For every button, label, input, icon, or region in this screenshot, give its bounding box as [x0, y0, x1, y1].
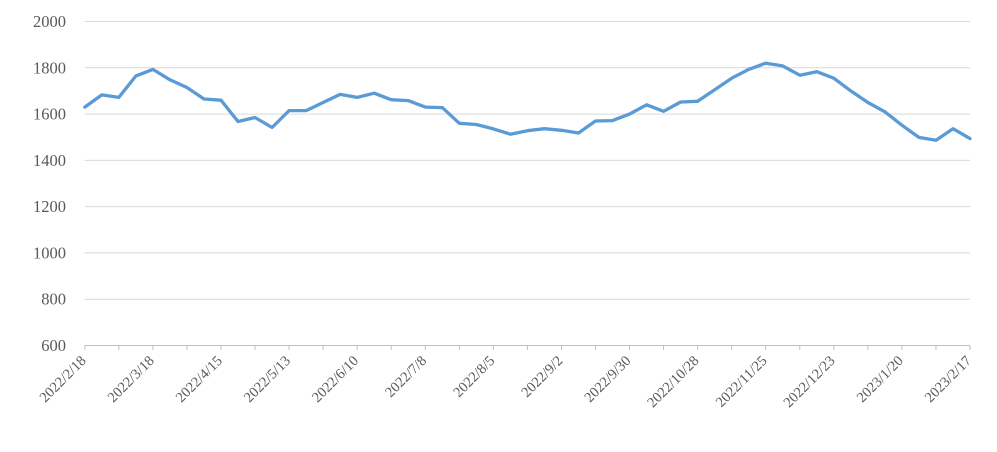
x-tick-label: 2022/5/13	[241, 353, 294, 406]
x-tick-label: 2023/2/17	[922, 353, 975, 406]
y-tick-label: 2000	[33, 12, 66, 31]
y-gridlines	[84, 21, 970, 300]
y-axis-labels: 600 800 1000 1200 1400 1600 1800 2000	[33, 12, 66, 355]
y-tick-label: 1000	[33, 243, 66, 262]
x-tick-label: 2022/9/30	[581, 353, 634, 406]
y-tick-label: 600	[41, 336, 66, 355]
x-tick-label: 2022/11/25	[713, 353, 771, 411]
x-tick-label: 2022/2/18	[37, 353, 90, 406]
y-tick-label: 1400	[33, 151, 66, 170]
data-series	[83, 61, 972, 142]
y-tick-label: 1800	[33, 58, 66, 77]
x-axis-labels: 2022/2/18 2022/3/18 2022/4/15 2022/5/13 2022…	[37, 353, 975, 411]
x-tick-label: 2022/10/28	[644, 353, 702, 411]
x-tick-label: 2023/1/20	[854, 353, 907, 406]
x-tick-label: 2022/7/8	[382, 353, 430, 401]
x-axis-ticks	[84, 345, 971, 350]
x-tick-label: 2022/8/5	[450, 353, 498, 401]
x-tick-label: 2022/4/15	[173, 353, 226, 406]
x-tick-label: 2022/12/23	[781, 353, 839, 411]
x-tick-label: 2022/9/2	[519, 353, 567, 401]
y-tick-label: 1600	[33, 105, 66, 124]
x-tick-label: 2022/3/18	[105, 353, 158, 406]
series-line	[83, 61, 972, 142]
y-tick-label: 800	[41, 290, 66, 309]
y-tick-label: 1200	[33, 197, 66, 216]
x-tick-label: 2022/6/10	[309, 353, 362, 406]
